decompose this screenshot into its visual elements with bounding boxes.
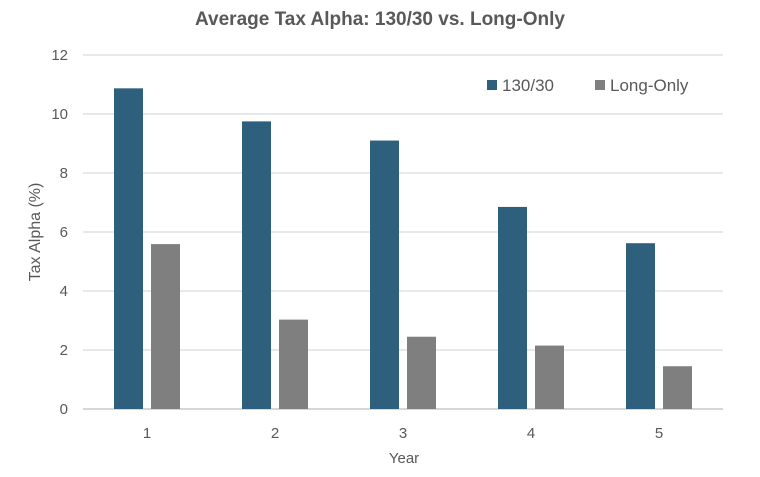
x-tick-label: 4 <box>527 425 535 442</box>
bar-long-only-year-2 <box>279 319 308 409</box>
chart-title: Average Tax Alpha: 130/30 vs. Long-Only <box>195 9 565 30</box>
bar-long-only-year-3 <box>407 336 436 409</box>
y-tick-label: 12 <box>51 47 68 64</box>
y-tick-label: 8 <box>60 165 68 182</box>
bar-130-30-year-4 <box>498 206 527 409</box>
bar-long-only-year-1 <box>151 244 180 409</box>
bar-long-only-year-5 <box>663 366 692 409</box>
bar-130-30-year-3 <box>370 140 399 410</box>
y-tick-label: 0 <box>60 401 68 418</box>
x-tick-label: 2 <box>271 425 279 442</box>
bar-130-30-year-1 <box>114 88 143 410</box>
x-axis-label: Year <box>389 450 419 467</box>
y-tick-label: 2 <box>60 342 68 359</box>
bar-130-30-year-5 <box>626 243 655 409</box>
legend-label: 130/30 <box>502 76 554 95</box>
x-tick-label: 5 <box>655 425 663 442</box>
legend-label: Long-Only <box>610 76 689 95</box>
y-axis-label: Tax Alpha (%) <box>27 183 44 282</box>
y-tick-label: 4 <box>60 283 68 300</box>
x-tick-label: 3 <box>399 425 407 442</box>
legend-swatch <box>595 80 605 90</box>
bar-130-30-year-2 <box>242 121 271 409</box>
bar-long-only-year-4 <box>535 345 564 409</box>
x-tick-label: 1 <box>143 425 151 442</box>
y-tick-label: 10 <box>51 106 68 123</box>
y-tick-label: 6 <box>60 224 68 241</box>
legend-swatch <box>487 80 497 90</box>
